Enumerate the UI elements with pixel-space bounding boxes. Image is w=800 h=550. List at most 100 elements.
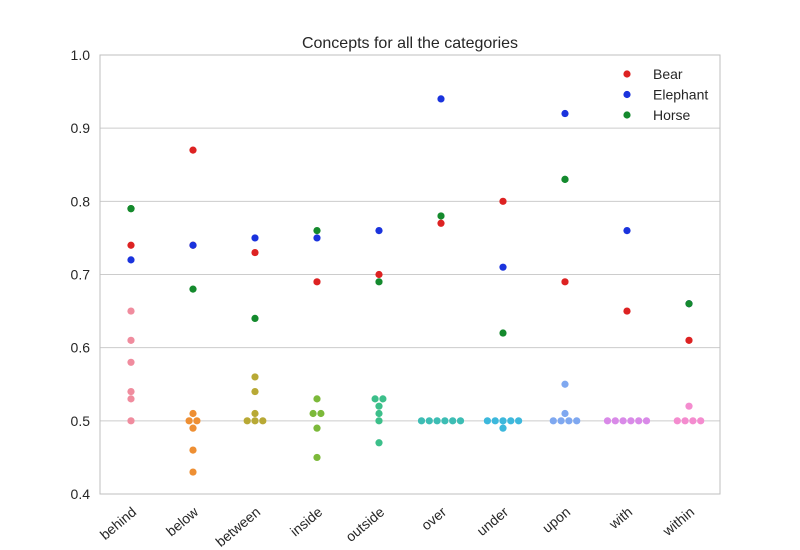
category-point-inside [313, 453, 321, 462]
category-point-over [456, 417, 465, 425]
category-point-between [251, 387, 259, 396]
legend-marker-horse [623, 111, 631, 119]
x-tick-label-within: within [659, 504, 697, 540]
category-point-inside [309, 409, 317, 418]
point-elephant-below [189, 241, 197, 249]
category-point-behind [127, 395, 135, 403]
category-point-below [193, 417, 201, 425]
category-point-under [499, 417, 507, 425]
y-tick-label: 1.0 [71, 47, 91, 63]
point-elephant-upon [561, 109, 569, 118]
category-point-outside [375, 439, 383, 447]
x-tick-label-under: under [474, 503, 512, 538]
legend-marker-bear [623, 70, 631, 78]
point-bear-below [189, 146, 197, 154]
legend-marker-elephant [623, 90, 631, 99]
category-point-under [491, 417, 499, 425]
point-horse-behind [127, 205, 135, 213]
category-point-between [251, 417, 259, 425]
category-point-over [425, 417, 433, 425]
y-tick-label: 0.4 [71, 486, 91, 502]
category-point-within [689, 417, 697, 425]
point-horse-below [189, 285, 197, 293]
category-point-outside [375, 417, 383, 425]
legend-label-horse: Horse [653, 107, 691, 123]
category-point-with [619, 417, 627, 425]
category-point-between [243, 417, 251, 425]
category-point-inside [317, 409, 325, 418]
category-point-with [642, 417, 651, 425]
x-tick-label-upon: upon [539, 504, 573, 536]
legend-label-elephant: Elephant [653, 87, 708, 103]
point-bear-inside [313, 278, 321, 286]
point-elephant-between [251, 234, 259, 242]
point-bear-under [499, 197, 507, 205]
category-point-upon [561, 409, 569, 418]
y-tick-label: 0.5 [71, 413, 91, 429]
category-point-within [685, 402, 693, 410]
x-tick-label-between: between [212, 504, 263, 550]
category-point-behind [127, 307, 135, 315]
category-point-upon [549, 417, 557, 425]
category-point-with [611, 417, 619, 425]
category-point-under [499, 424, 507, 432]
x-axis-ticks: behind below between inside outside over under… [97, 503, 697, 550]
category-point-over [417, 417, 426, 425]
point-elephant-outside [375, 227, 383, 235]
category-point-below [189, 468, 197, 476]
x-tick-label-over: over [418, 503, 449, 533]
y-tick-label: 0.9 [71, 120, 91, 136]
y-tick-label: 0.6 [71, 340, 91, 356]
x-tick-label-below: below [163, 503, 202, 539]
y-tick-label: 0.8 [71, 193, 91, 209]
category-point-inside [313, 395, 321, 403]
category-point-upon [573, 417, 581, 425]
category-point-within [673, 417, 681, 425]
category-point-behind [127, 358, 135, 366]
category-point-below [189, 409, 197, 418]
point-elephant-with [623, 227, 631, 235]
scatter-points [127, 95, 705, 476]
point-horse-within [685, 300, 693, 308]
category-point-over [441, 417, 449, 425]
category-point-behind [127, 417, 135, 425]
category-point-between [259, 417, 267, 425]
category-point-between [251, 373, 259, 381]
category-point-outside [375, 402, 383, 410]
category-point-behind [127, 387, 135, 396]
category-point-with [635, 417, 643, 425]
category-point-over [433, 417, 441, 425]
point-bear-with [623, 307, 631, 315]
point-horse-outside [375, 278, 383, 286]
category-point-upon [565, 417, 573, 425]
category-point-outside [379, 395, 387, 403]
category-point-within [681, 417, 689, 425]
point-bear-upon [561, 278, 569, 286]
point-elephant-under [499, 263, 507, 271]
category-point-upon [557, 417, 565, 425]
point-horse-upon [561, 175, 569, 183]
point-horse-inside [313, 227, 321, 235]
category-point-outside [375, 409, 383, 418]
point-elephant-over [437, 95, 445, 103]
point-bear-outside [375, 270, 383, 279]
category-point-with [603, 417, 612, 425]
legend: Bear Elephant Horse [623, 66, 708, 123]
point-horse-over [437, 212, 445, 220]
category-point-below [189, 424, 197, 432]
category-point-upon [561, 380, 569, 388]
category-point-below [189, 446, 197, 454]
point-bear-over [437, 219, 445, 227]
x-tick-label-outside: outside [342, 503, 387, 544]
point-elephant-inside [313, 234, 321, 242]
category-point-over [449, 417, 457, 425]
legend-label-bear: Bear [653, 66, 683, 82]
x-tick-label-behind: behind [97, 504, 139, 543]
category-point-within [697, 417, 705, 425]
category-point-under [507, 417, 515, 425]
category-point-under [515, 417, 523, 425]
x-tick-label-inside: inside [287, 503, 325, 539]
category-point-behind [127, 336, 135, 344]
x-tick-label-with: with [605, 504, 635, 533]
category-point-inside [313, 424, 321, 432]
